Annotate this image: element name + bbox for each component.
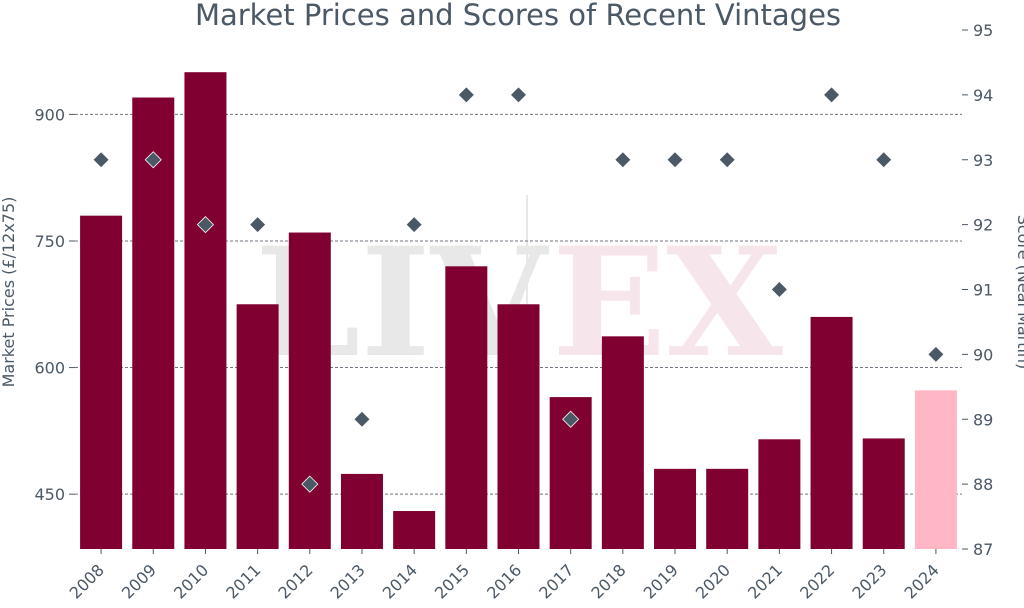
bar-2008: [80, 215, 123, 549]
x-tick-label: 2018: [587, 560, 629, 602]
y-right-tick-label: 94: [973, 86, 993, 105]
bar-2016: [497, 304, 540, 549]
score-marker-2017: [562, 410, 580, 428]
bar-2014: [393, 511, 436, 549]
watermark-ex: EX: [552, 215, 783, 391]
score-marker-2018: [614, 151, 632, 169]
x-tick-label: 2024: [901, 560, 943, 602]
bar-2024: [914, 390, 957, 549]
bar-2015: [445, 266, 488, 549]
y-right-tick-label: 87: [973, 540, 993, 559]
y-right-tick-label: 92: [973, 216, 993, 235]
x-tick-label: 2015: [431, 560, 473, 602]
y-left-tick-label: 750: [34, 232, 65, 251]
score-marker-2008: [92, 151, 110, 169]
score-marker-2024: [927, 345, 945, 363]
y-left-tick-label: 900: [34, 105, 65, 124]
score-marker-2015: [457, 86, 475, 104]
y-right-tick-label: 93: [973, 151, 993, 170]
score-marker-2012: [301, 475, 319, 493]
bar-2011: [236, 304, 279, 549]
score-marker-2021: [770, 280, 788, 299]
x-tick-label: 2014: [379, 560, 421, 602]
score-marker-2016: [509, 86, 528, 104]
y-right-tick-label: 89: [973, 410, 993, 429]
bar-2023: [862, 438, 905, 549]
x-tick-label: 2020: [692, 560, 734, 602]
bar-2012: [288, 232, 331, 549]
bar-2013: [340, 473, 383, 549]
bar-2021: [758, 439, 801, 549]
bar-2018: [601, 336, 644, 549]
y-right-axis-label: Score (Neal Martin): [1014, 215, 1024, 370]
bar-2022: [810, 316, 853, 549]
x-tick-label: 2010: [170, 560, 212, 602]
score-marker-2010: [196, 216, 215, 234]
y-right-tick-label: 90: [973, 345, 993, 364]
score-marker-2014: [405, 216, 423, 234]
chart-title: Market Prices and Scores of Recent Vinta…: [195, 0, 841, 32]
y-right-tick-label: 91: [973, 281, 993, 300]
x-tick-label: 2019: [640, 560, 682, 602]
y-right-tick-label: 88: [973, 475, 993, 494]
x-tick-label: 2016: [483, 560, 525, 602]
x-tick-label: 2022: [796, 560, 838, 602]
score-marker-2022: [822, 86, 841, 104]
y-left-tick-label: 600: [34, 359, 65, 378]
x-tick-label: 2011: [222, 560, 264, 602]
bar-2019: [654, 468, 697, 549]
bar-2020: [706, 468, 749, 549]
x-tick-label: 2023: [848, 560, 890, 602]
score-marker-2011: [249, 216, 267, 234]
score-marker-2020: [718, 151, 736, 169]
score-marker-2023: [875, 151, 893, 169]
bar-2009: [132, 97, 175, 549]
y-left-axis-label: Market Prices (£/12x75): [0, 197, 18, 388]
bar-2010: [184, 72, 227, 549]
x-tick-label: 2013: [327, 560, 369, 602]
y-right-tick-label: 95: [973, 21, 993, 40]
x-tick-label: 2017: [535, 560, 577, 602]
score-marker-2013: [353, 410, 371, 428]
y-left-tick-label: 450: [34, 485, 65, 504]
x-tick-label: 2009: [118, 560, 160, 602]
x-tick-label: 2008: [66, 560, 108, 602]
x-tick-label: 2012: [274, 560, 316, 602]
x-tick-label: 2021: [744, 560, 786, 602]
score-marker-2019: [666, 151, 684, 169]
score-marker-2009: [144, 151, 162, 169]
